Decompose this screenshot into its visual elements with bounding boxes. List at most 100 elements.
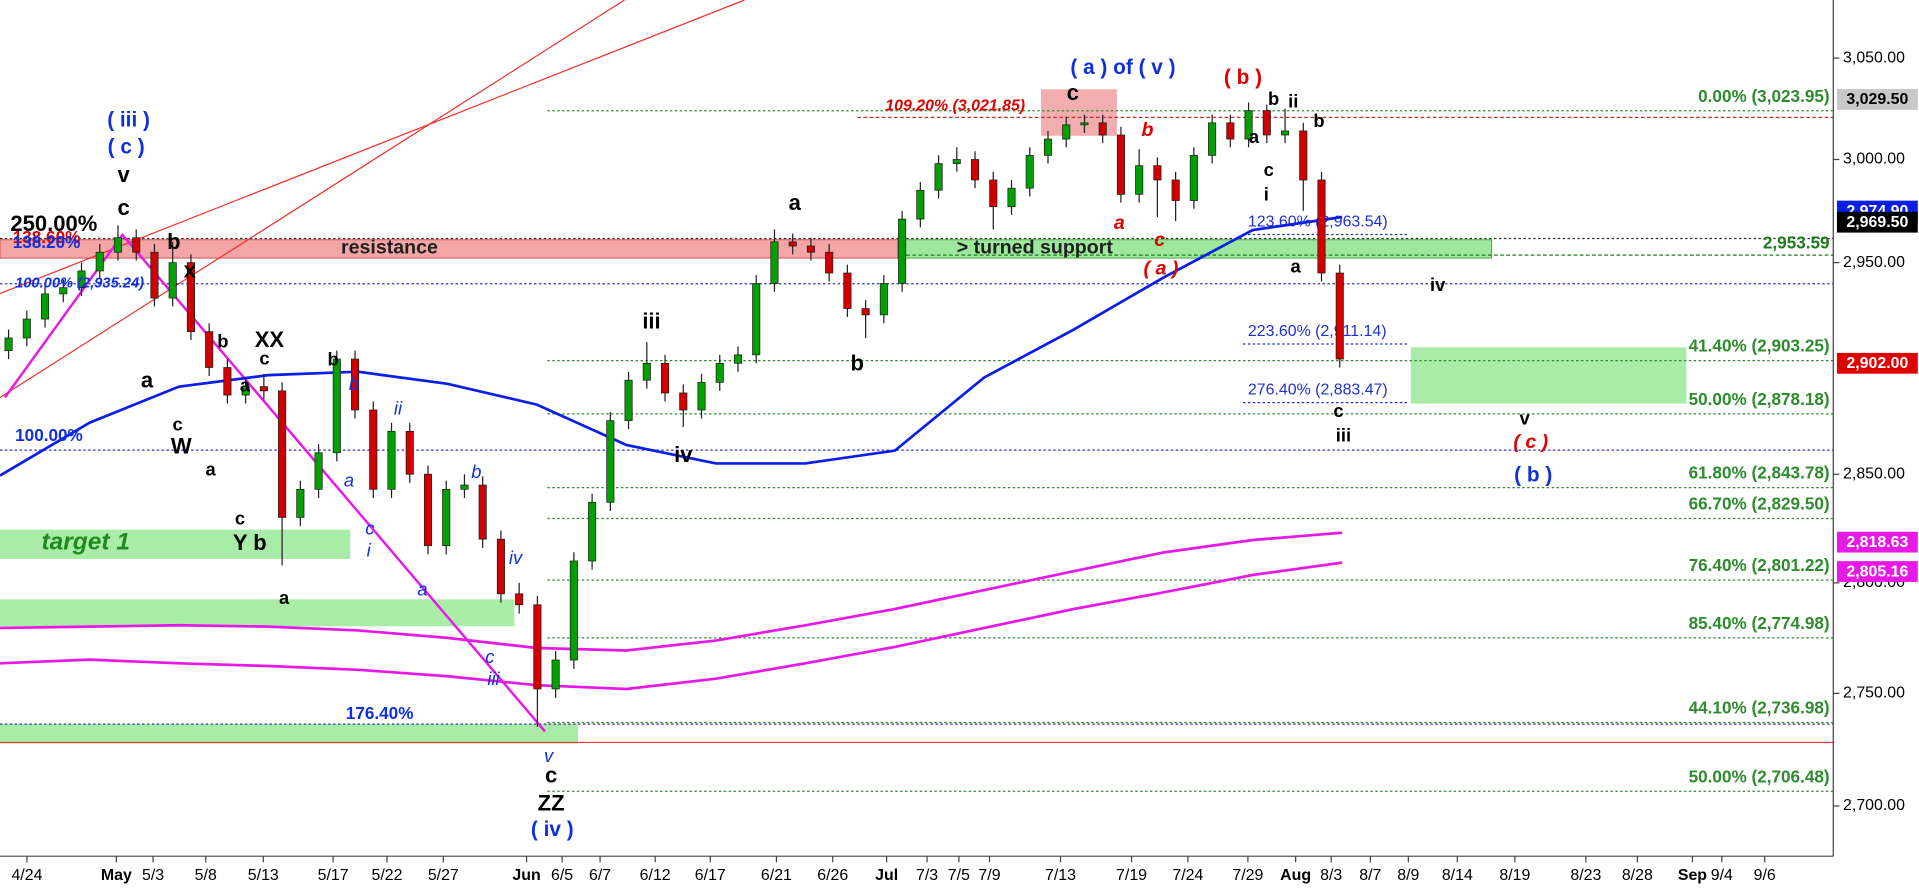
x-tick-label: 7/3 [916,867,938,884]
fib-label: 66.70% (2,829.50) [1689,494,1830,514]
candle-body [168,262,177,299]
y-tick-label: 2,950.00 [1843,254,1905,271]
wave-label: a [240,374,251,395]
candle-body [606,420,615,503]
candle-body [186,262,195,333]
trend-line [0,0,745,295]
wave-label: ZZ [538,791,565,816]
wave-label: resistance [341,236,438,258]
candle-body [533,604,542,690]
candle-body [952,159,961,164]
candle-body [59,287,68,295]
candle-body [1116,134,1125,195]
candle-body [387,430,396,490]
candle-body [223,367,232,396]
candle-body [1098,122,1107,136]
x-tick-label: Jun [512,867,540,884]
candle-body [150,251,159,299]
wave-label: ( c ) [1513,431,1548,453]
x-tick-label: 5/17 [318,867,349,884]
candle-body [642,362,651,381]
price-label: 2,969.50 [1846,214,1908,231]
candle-body [770,241,779,284]
wave-label: 109.20% (3,021.85) [885,98,1025,115]
wave-label: c [1333,400,1343,421]
target-zone [1410,347,1687,404]
wave-label: 138.20% [13,232,81,252]
wave-label: c [172,414,182,435]
candle-body [259,386,268,392]
candle-body [515,593,524,606]
wave-label: W [171,433,192,458]
wave-label: b [1141,119,1153,141]
wave-label: ( a ) [1144,257,1179,279]
x-tick-label: 8/14 [1442,867,1473,884]
wave-label: 250.00% [10,211,97,236]
candle-body [843,272,852,309]
fib-label: 41.40% (2,903.25) [1689,336,1830,356]
wave-label: c [1154,229,1165,251]
candle-body [478,484,487,540]
fib-label: 61.80% (2,843.78) [1689,463,1830,483]
candle-body [1299,130,1308,181]
candle-body [788,241,797,247]
target-zone [0,529,351,559]
wave-label: c [545,763,557,788]
wave-label: v [544,745,555,766]
wave-label: iii [1336,425,1351,446]
candle-body [1281,130,1290,136]
wave-label: ii [394,398,403,419]
x-tick-label: 5/3 [142,867,164,884]
wave-line [3,232,546,733]
fib-label: 0.00% (3,023.95) [1698,86,1829,106]
x-tick-label: 8/3 [1320,867,1342,884]
x-tick-label: 7/29 [1232,867,1263,884]
candle-body [989,179,998,208]
wave-label: a [344,470,354,491]
wave-label: ii [1288,91,1298,112]
x-tick-label: 6/5 [551,867,573,884]
wave-label: ( c ) [108,136,145,159]
candle-body [442,488,451,547]
support-zone [897,239,1493,259]
candle-body [1262,110,1271,136]
price-label-box [1836,531,1918,553]
fib-label: 44.10% (2,736.98) [1689,698,1830,718]
moving-average [0,531,1343,652]
price-label-box [1836,89,1918,110]
candle-body [971,159,980,181]
candle-body [351,358,360,411]
wave-label: Y b [233,530,267,555]
extension-label: 276.40% (2,883.47) [1248,382,1388,399]
candle-body [278,390,287,518]
target-zone [0,599,515,627]
x-tick-label: 7/9 [978,867,1000,884]
wave-label: iv [509,547,524,568]
x-tick-label: 8/7 [1359,867,1381,884]
wave-label: c [1264,159,1274,180]
candle-body [806,245,815,253]
candle-body [314,452,323,490]
candle-body [879,283,888,316]
candle-body [898,218,907,284]
candle-body [460,484,469,490]
candle-body [679,392,688,411]
x-tick-label: 7/24 [1172,867,1203,884]
candle-body [825,251,834,274]
candle-body [588,501,597,562]
candle-body [1335,272,1344,360]
candle-body [661,362,670,394]
wave-label: b [327,349,338,370]
fib-label: 76.40% (2,801.22) [1689,555,1830,575]
wave-label: iv [674,442,693,467]
wave-label: iii [642,309,660,334]
wave-label: x [184,257,197,282]
fib-label: 85.40% (2,774.98) [1689,613,1830,633]
candle-body [1025,155,1034,189]
candle-body [95,251,104,272]
candle-body [1226,122,1235,140]
wave-label: a [141,367,154,392]
candle-body [241,386,250,396]
candle-body [22,318,31,339]
